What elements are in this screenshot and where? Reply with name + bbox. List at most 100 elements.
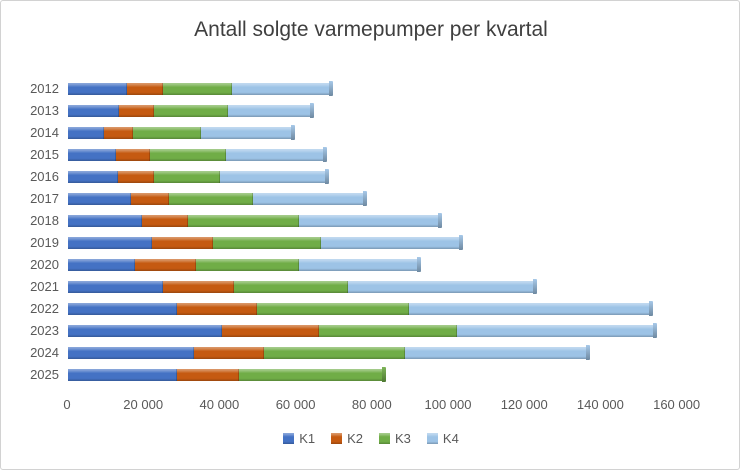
bar-end-cap-2017 — [363, 191, 367, 206]
y-axis-label: 2023 — [30, 323, 59, 338]
y-axis-label: 2014 — [30, 125, 59, 140]
bar-segment-k1-2025 — [68, 369, 177, 381]
bar-segment-k2-2014 — [104, 127, 133, 139]
bar-segment-k2-2012 — [127, 83, 163, 95]
y-axis-label: 2015 — [30, 147, 59, 162]
bar-segment-k1-2016 — [68, 171, 118, 183]
bar-segment-k2-2020 — [135, 259, 196, 271]
bar-segment-k4-2022 — [409, 303, 649, 315]
bar-segment-k4-2018 — [299, 215, 438, 227]
x-axis-label: 100 000 — [424, 397, 472, 412]
bar-segment-k4-2019 — [321, 237, 459, 249]
bar-end-cap-2016 — [325, 169, 329, 184]
x-axis-label: 20 000 — [123, 397, 164, 412]
bar-segment-k3-2019 — [213, 237, 321, 249]
x-axis-label: 140 000 — [576, 397, 624, 412]
bar-end-cap-2012 — [329, 81, 333, 96]
x-axis-label: 120 000 — [500, 397, 548, 412]
bar-segment-k4-2015 — [226, 149, 323, 161]
bar-segment-k1-2024 — [68, 347, 194, 359]
bar-segment-k2-2024 — [194, 347, 264, 359]
bar-segment-k3-2016 — [154, 171, 220, 183]
bar-segment-k1-2019 — [68, 237, 152, 249]
bar-segment-k4-2024 — [405, 347, 586, 359]
x-axis-label: 0 — [63, 397, 71, 412]
bar-end-cap-2015 — [323, 147, 327, 162]
bar-segment-k3-2025 — [239, 369, 382, 381]
bar-segment-k2-2015 — [116, 149, 150, 161]
bar-segment-k1-2020 — [68, 259, 135, 271]
legend-item-k3: K3 — [379, 431, 411, 446]
bar-end-cap-2022 — [649, 301, 653, 316]
bar-end-cap-2014 — [291, 125, 295, 140]
bar-segment-k2-2022 — [177, 303, 257, 315]
bar-segment-k4-2017 — [253, 193, 363, 205]
x-axis-label: 80 000 — [351, 397, 392, 412]
bar-end-cap-2025 — [382, 367, 386, 382]
legend-label-k2: K2 — [347, 430, 363, 446]
bar-end-cap-2023 — [653, 323, 657, 338]
legend-swatch-k1 — [283, 432, 295, 444]
bar-segment-k3-2014 — [133, 127, 201, 139]
y-axis-label: 2013 — [30, 103, 59, 118]
x-axis-label: 160 000 — [653, 397, 701, 412]
y-axis-label: 2016 — [30, 169, 59, 184]
bar-segment-k2-2021 — [163, 281, 234, 293]
y-axis-label: 2018 — [30, 213, 59, 228]
legend-swatch-k3 — [379, 432, 390, 444]
y-axis-label: 2017 — [30, 191, 59, 206]
bar-segment-k3-2020 — [196, 259, 299, 271]
y-axis-label: 2022 — [30, 301, 59, 316]
bar-end-cap-2020 — [417, 257, 421, 272]
bar-segment-k3-2018 — [188, 215, 299, 227]
bar-segment-k3-2021 — [234, 281, 348, 293]
bar-segment-k4-2014 — [201, 127, 291, 139]
bar-segment-k3-2024 — [264, 347, 405, 359]
bar-segment-k3-2023 — [319, 325, 457, 337]
legend-label-k4: K4 — [442, 430, 459, 446]
bar-segment-k4-2013 — [228, 105, 310, 117]
bar-segment-k4-2023 — [457, 325, 653, 337]
legend-label-k1: K1 — [299, 430, 316, 446]
bar-segment-k1-2018 — [68, 215, 142, 227]
bar-segment-k2-2019 — [152, 237, 213, 249]
bar-segment-k3-2017 — [169, 193, 253, 205]
bar-segment-k3-2022 — [257, 303, 409, 315]
bar-end-cap-2013 — [310, 103, 314, 118]
bar-segment-k3-2012 — [163, 83, 232, 95]
bar-segment-k2-2025 — [177, 369, 239, 381]
legend: K1 K2 K3 K4 — [1, 430, 740, 446]
legend-label-k3: K3 — [395, 430, 411, 446]
x-axis-label: 60 000 — [275, 397, 316, 412]
y-axis-label: 2024 — [30, 345, 59, 360]
x-axis-label: 40 000 — [199, 397, 240, 412]
bar-end-cap-2021 — [533, 279, 537, 294]
legend-item-k4: K4 — [426, 430, 459, 446]
bar-segment-k1-2023 — [68, 325, 222, 337]
bar-segment-k1-2013 — [68, 105, 119, 117]
bar-segment-k4-2021 — [348, 281, 533, 293]
bar-segment-k4-2020 — [299, 259, 417, 271]
y-axis-label: 2012 — [30, 81, 59, 96]
legend-swatch-k4 — [426, 432, 438, 444]
bar-segment-k1-2022 — [68, 303, 177, 315]
legend-swatch-k2 — [331, 432, 343, 444]
y-axis-label: 2025 — [30, 367, 59, 382]
bar-segment-k1-2017 — [68, 193, 131, 205]
bar-segment-k4-2016 — [220, 171, 325, 183]
bar-segment-k2-2018 — [142, 215, 188, 227]
bar-end-cap-2018 — [438, 213, 442, 228]
bar-segment-k3-2013 — [154, 105, 228, 117]
bar-segment-k1-2021 — [68, 281, 163, 293]
chart-title: Antall solgte varmepumper per kvartal — [194, 18, 548, 41]
bar-segment-k2-2023 — [222, 325, 319, 337]
y-axis-label: 2019 — [30, 235, 59, 250]
bar-segment-k2-2017 — [131, 193, 169, 205]
bar-segment-k1-2012 — [68, 83, 127, 95]
legend-item-k1: K1 — [283, 431, 315, 446]
bar-end-cap-2024 — [586, 345, 590, 360]
legend-item-k2: K2 — [331, 431, 363, 446]
bar-segment-k1-2014 — [68, 127, 104, 139]
